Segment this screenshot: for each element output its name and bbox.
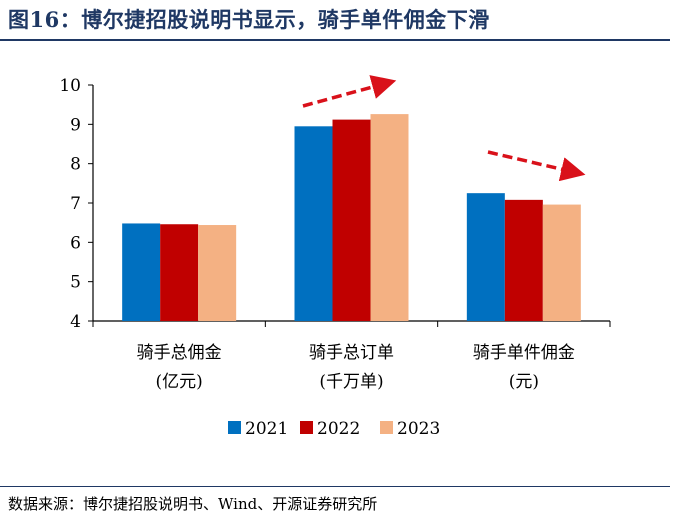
- figure-title: 图16：博尔捷招股说明书显示，骑手单件佣金下滑: [8, 7, 490, 32]
- bar-2023-1: [370, 114, 409, 322]
- y-tick-label: 4: [70, 312, 81, 332]
- down-trend-arrow-icon: [487, 150, 586, 182]
- y-tick-label: 8: [70, 155, 81, 175]
- source-note: 数据来源：博尔捷招股说明书、Wind、开源证券研究所: [8, 495, 378, 513]
- category-label: (亿元): [156, 372, 203, 392]
- category-label: 骑手总订单: [309, 343, 394, 363]
- legend-swatch-2022: [300, 421, 313, 434]
- bar-2023-0: [198, 225, 237, 321]
- category-label: 骑手单件佣金: [473, 343, 575, 363]
- bar-2021-0: [122, 223, 161, 321]
- legend-label-2021: 2021: [245, 419, 288, 439]
- bar-2022-1: [332, 119, 371, 321]
- source-rule: [0, 486, 670, 487]
- bar-2022-2: [504, 199, 543, 321]
- legend-swatch-2021: [228, 421, 241, 434]
- legend-label-2022: 2022: [317, 419, 360, 439]
- y-tick-label: 6: [70, 233, 81, 253]
- up-trend-arrow-icon: [302, 75, 397, 108]
- bar-2022-0: [160, 224, 199, 321]
- y-tick-label: 9: [70, 115, 81, 135]
- legend-label-2023: 2023: [397, 419, 440, 439]
- bar-2021-2: [466, 193, 505, 321]
- y-tick-label: 10: [59, 76, 81, 96]
- category-label: (元): [509, 372, 539, 392]
- bar-2021-1: [294, 126, 333, 321]
- title-rule: [0, 39, 670, 41]
- y-tick-label: 7: [70, 194, 81, 214]
- bar-2023-2: [542, 204, 581, 321]
- category-label: (千万单): [319, 372, 383, 392]
- y-tick-label: 5: [70, 273, 81, 293]
- category-label: 骑手总佣金: [137, 343, 222, 363]
- legend-swatch-2023: [380, 421, 393, 434]
